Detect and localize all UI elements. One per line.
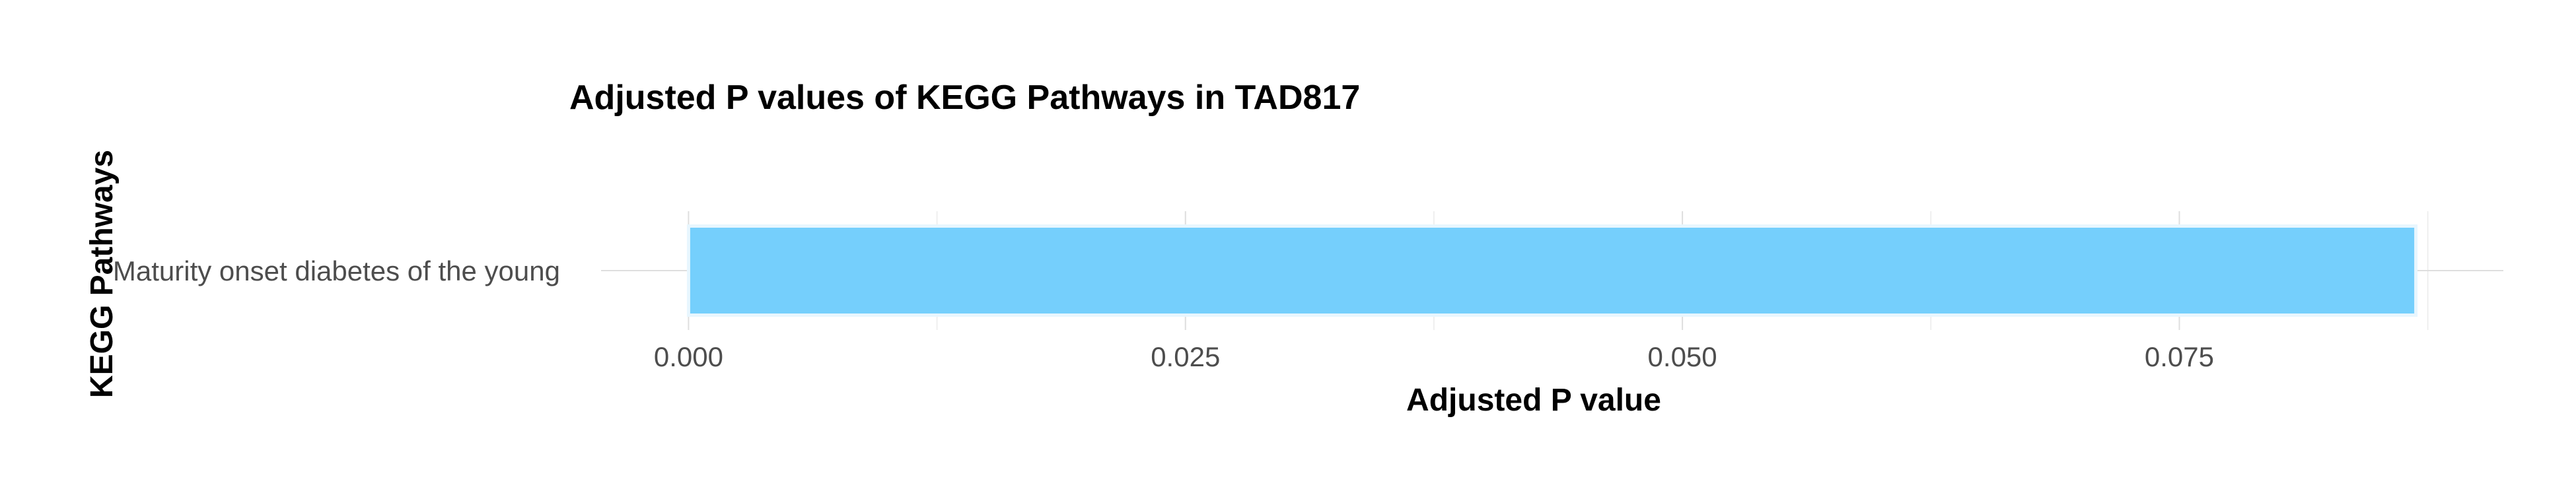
category-label-0: Maturity onset diabetes of the young xyxy=(113,255,560,286)
bars xyxy=(686,224,2418,317)
bar-0 xyxy=(686,224,2418,317)
x-tick-label-3: 0.075 xyxy=(2145,341,2214,372)
x-tick-label-1: 0.025 xyxy=(1151,341,1220,372)
category-labels: Maturity onset diabetes of the young xyxy=(113,255,560,286)
x-tick-label-0: 0.000 xyxy=(654,341,723,372)
chart-title: Adjusted P values of KEGG Pathways in TA… xyxy=(569,79,1360,117)
x-axis-title: Adjusted P value xyxy=(1406,383,1661,418)
x-tick-labels: 0.000 0.025 0.050 0.075 xyxy=(654,341,2214,372)
x-tick-label-2: 0.050 xyxy=(1648,341,1717,372)
y-axis-title: KEGG Pathways xyxy=(85,150,120,398)
